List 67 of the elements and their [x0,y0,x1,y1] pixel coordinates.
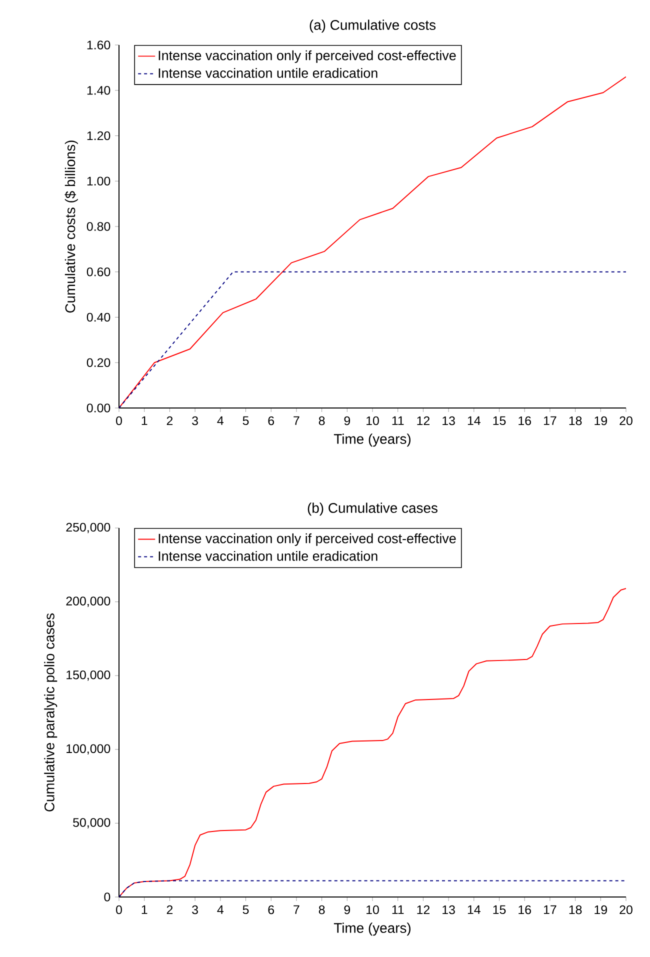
y-axis-title: Cumulative costs ($ billions) [64,140,78,313]
x-tick-label: 9 [344,416,350,426]
x-tick-label: 11 [392,416,404,425]
y-tick-label: 0.80 [86,222,110,231]
y-tick-label: 50,000 [73,818,110,828]
legend-label: Intense vaccination only if perceived cost-effective [158,50,456,63]
x-tick-label: 15 [493,905,506,914]
x-tick-label: 19 [594,416,607,426]
x-tick-label: 18 [569,905,582,914]
chart-title: (a) Cumulative costs [310,20,436,33]
y-tick-label: 1.20 [87,131,110,140]
x-tick-label: 12 [417,905,430,914]
x-tick-label: 2 [166,416,173,426]
y-tick-label: 200,000 [66,596,110,607]
x-tick-label: 17 [544,416,556,425]
x-tick-label: 13 [442,905,455,914]
x-tick-label: 15 [493,416,506,426]
x-tick-label: 3 [192,905,198,914]
x-tick-label: 0 [116,905,122,914]
x-tick-label: 14 [468,905,480,914]
y-tick-label: 250,000 [66,522,110,534]
y-tick-label: 0.00 [86,404,110,412]
x-tick-label: 3 [192,416,198,426]
x-tick-label: 8 [318,905,325,914]
legend-label: Intense vaccination untile eradication [158,68,378,78]
legend-label: Intense vaccination only if perceived cost-effective [158,533,456,546]
x-tick-label: 9 [344,905,350,914]
x-tick-label: 20 [620,905,632,914]
x-tick-label: 7 [294,416,300,425]
x-tick-label: 10 [366,416,379,426]
x-tick-label: 19 [594,905,607,914]
y-tick-label: 0 [104,892,110,902]
y-tick-label: 0.20 [86,358,110,368]
x-axis-title: Time (years) [334,434,410,447]
x-tick-label: 5 [242,416,249,426]
x-tick-label: 0 [116,416,122,426]
x-tick-label: 11 [392,905,404,914]
chart-title: (b) Cumulative cases [308,502,438,516]
y-tick-label: 100,000 [66,744,110,755]
y-tick-label: 150,000 [66,670,110,681]
y-tick-label: 0.60 [86,267,110,276]
x-tick-label: 12 [417,416,430,426]
x-tick-label: 18 [569,416,582,426]
legend-label: Intense vaccination untile eradication [158,550,378,561]
x-tick-label: 8 [318,416,325,426]
x-tick-label: 10 [366,905,379,914]
x-tick-label: 1 [142,416,148,425]
x-tick-label: 6 [268,416,274,426]
x-tick-label: 17 [544,905,556,914]
x-tick-label: 4 [217,905,224,914]
y-tick-label: 0.40 [86,312,110,322]
x-tick-label: 20 [620,416,632,426]
x-tick-label: 14 [468,416,480,425]
x-tick-label: 13 [442,416,455,426]
y-axis-title: Cumulative paralytic polio cases [44,613,58,812]
x-tick-label: 1 [142,905,148,914]
y-tick-label: 1.40 [87,86,110,95]
x-tick-label: 16 [518,416,531,426]
x-tick-label: 7 [294,905,300,914]
x-tick-label: 6 [268,905,274,914]
x-tick-label: 5 [242,905,249,914]
x-tick-label: 2 [166,905,173,914]
y-tick-label: 1.00 [87,176,110,186]
x-tick-label: 4 [217,416,224,425]
y-tick-label: 1.60 [87,40,110,50]
x-axis-title: Time (years) [334,922,410,936]
x-tick-label: 16 [518,905,531,914]
